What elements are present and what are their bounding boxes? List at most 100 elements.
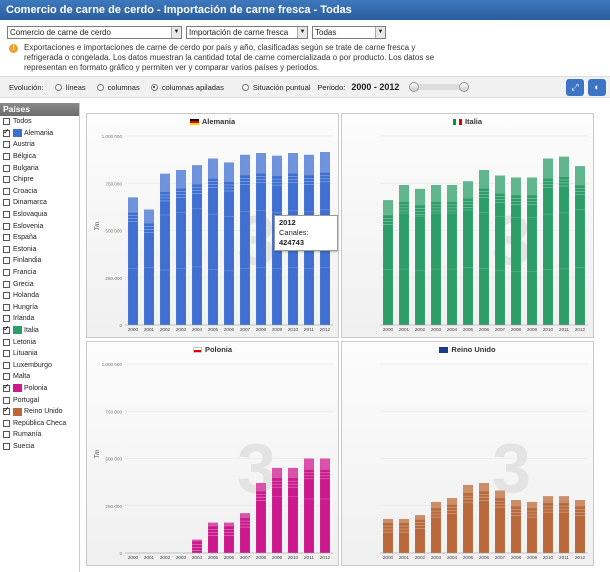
country-item[interactable]: Polonia [0,382,79,395]
country-item[interactable]: Lituania [0,348,79,360]
bar [415,188,425,325]
country-checkbox[interactable] [3,245,10,253]
uk-flag-icon [439,347,449,354]
country-item[interactable]: Dinamarca [0,197,79,209]
y-tick-label: 250.000 [105,504,122,509]
country-item[interactable]: República Checa [0,417,79,429]
country-checkbox[interactable] [3,431,10,439]
country-item[interactable]: Francia [0,267,79,279]
country-checkbox[interactable] [3,199,10,207]
country-checkbox[interactable] [3,211,10,219]
x-tick-label: 2007 [240,327,251,332]
x-tick-label: 2003 [176,327,187,332]
country-item[interactable]: Letonia [0,336,79,348]
slider-end-handle[interactable] [459,82,470,92]
country-checkbox[interactable] [3,419,10,427]
country-item[interactable]: Malta [0,371,79,383]
slider-start-handle[interactable] [409,82,420,92]
country-checkbox[interactable] [3,361,10,369]
bar [224,162,234,325]
country-item[interactable]: Portugal [0,394,79,406]
radio-situacion-puntual[interactable] [241,83,249,91]
country-item[interactable]: Hungría [0,302,79,314]
country-checkbox[interactable] [3,176,10,184]
germany-flag-icon [189,119,199,126]
country-item[interactable]: Estonia [0,244,79,256]
country-checkbox[interactable] [3,382,10,392]
country-checkbox[interactable] [3,350,10,358]
country-checkbox[interactable] [3,222,10,230]
country-item[interactable]: Irlanda [0,313,79,325]
country-item[interactable]: Luxemburgo [0,359,79,371]
country-item[interactable]: Suecia [0,441,79,453]
x-tick-label: 2011 [559,327,569,332]
country-checkbox[interactable] [3,338,10,346]
type-select[interactable]: Todas ▼ [312,26,386,39]
country-checkbox[interactable] [3,269,10,277]
country-item[interactable]: Finlandia [0,255,79,267]
chart-panel-polonia: 3 0 250.000 500.000 750.000 1.000.000 Tm 2000 20… [86,341,339,566]
country-item[interactable]: Reino Unido [0,405,79,418]
y-tick-label: 250.000 [105,276,122,281]
country-item[interactable]: Rumanía [0,429,79,441]
bar-segment [479,170,489,189]
toggle-icon[interactable]: ◐ [588,79,606,96]
country-checkbox[interactable] [3,405,10,416]
radio-columnas[interactable] [96,83,104,91]
y-tick-label: 500.000 [105,229,122,234]
country-item[interactable]: Eslovenia [0,220,79,232]
country-item[interactable]: Alemania [0,127,79,140]
tooltip-label: Canales: [279,228,309,237]
y-tick-label: 500.000 [105,457,122,462]
country-checkbox[interactable] [3,396,10,404]
country-checkbox[interactable] [3,303,10,311]
bar [447,498,457,553]
country-checkbox[interactable] [3,234,10,242]
bar-segment [192,165,202,185]
country-checkbox[interactable] [3,153,10,161]
category-select-value: Comercio de carne de cerdo [10,28,111,37]
country-item[interactable]: Grecia [0,278,79,290]
bar-segment [463,484,473,494]
country-checkbox[interactable] [3,257,10,265]
country-checkbox[interactable] [3,292,10,300]
country-checkbox[interactable] [3,164,10,172]
x-tick-label: 2004 [192,555,203,560]
bar-segment [559,156,569,177]
country-item[interactable]: España [0,232,79,244]
bar-segment [527,501,537,509]
country-item[interactable]: Bulgaria [0,162,79,174]
bar [527,501,537,553]
country-item[interactable]: Bélgica [0,151,79,163]
evolution-label: Evolución: [9,82,44,92]
country-item[interactable]: Chipre [0,174,79,186]
page-title: Comercio de carne de cerdo - Importación… [0,0,610,20]
x-tick-label: 2008 [511,555,522,560]
country-checkbox[interactable] [3,324,10,334]
country-checkbox[interactable] [3,373,10,381]
period-slider[interactable] [409,82,470,92]
product-select[interactable]: Importación de carne fresca ▼ [186,26,308,39]
x-tick-label: 2004 [447,327,458,332]
country-item[interactable]: Austria [0,139,79,151]
country-checkbox[interactable] [3,187,10,195]
country-checkbox[interactable] [3,118,10,126]
radio-columnas-apiladas[interactable] [150,83,158,91]
radio-lineas-label: líneas [65,82,86,92]
country-checkbox[interactable] [3,442,10,450]
x-tick-label: 2003 [176,555,187,560]
category-select[interactable]: Comercio de carne de cerdo ▼ [7,26,182,39]
country-checkbox[interactable] [3,315,10,323]
country-item[interactable]: Eslovaquia [0,209,79,221]
country-item[interactable]: Todos [0,116,79,128]
country-item[interactable]: Italia [0,324,79,337]
country-item[interactable]: Holanda [0,290,79,302]
country-item[interactable]: Croacia [0,186,79,198]
expand-icon[interactable]: ⤢ [566,79,584,96]
country-checkbox[interactable] [3,280,10,288]
radio-lineas[interactable] [54,83,62,91]
country-checkbox[interactable] [3,127,10,137]
country-label: Irlanda [13,315,35,323]
country-checkbox[interactable] [3,141,10,149]
x-tick-label: 2012 [320,555,331,560]
